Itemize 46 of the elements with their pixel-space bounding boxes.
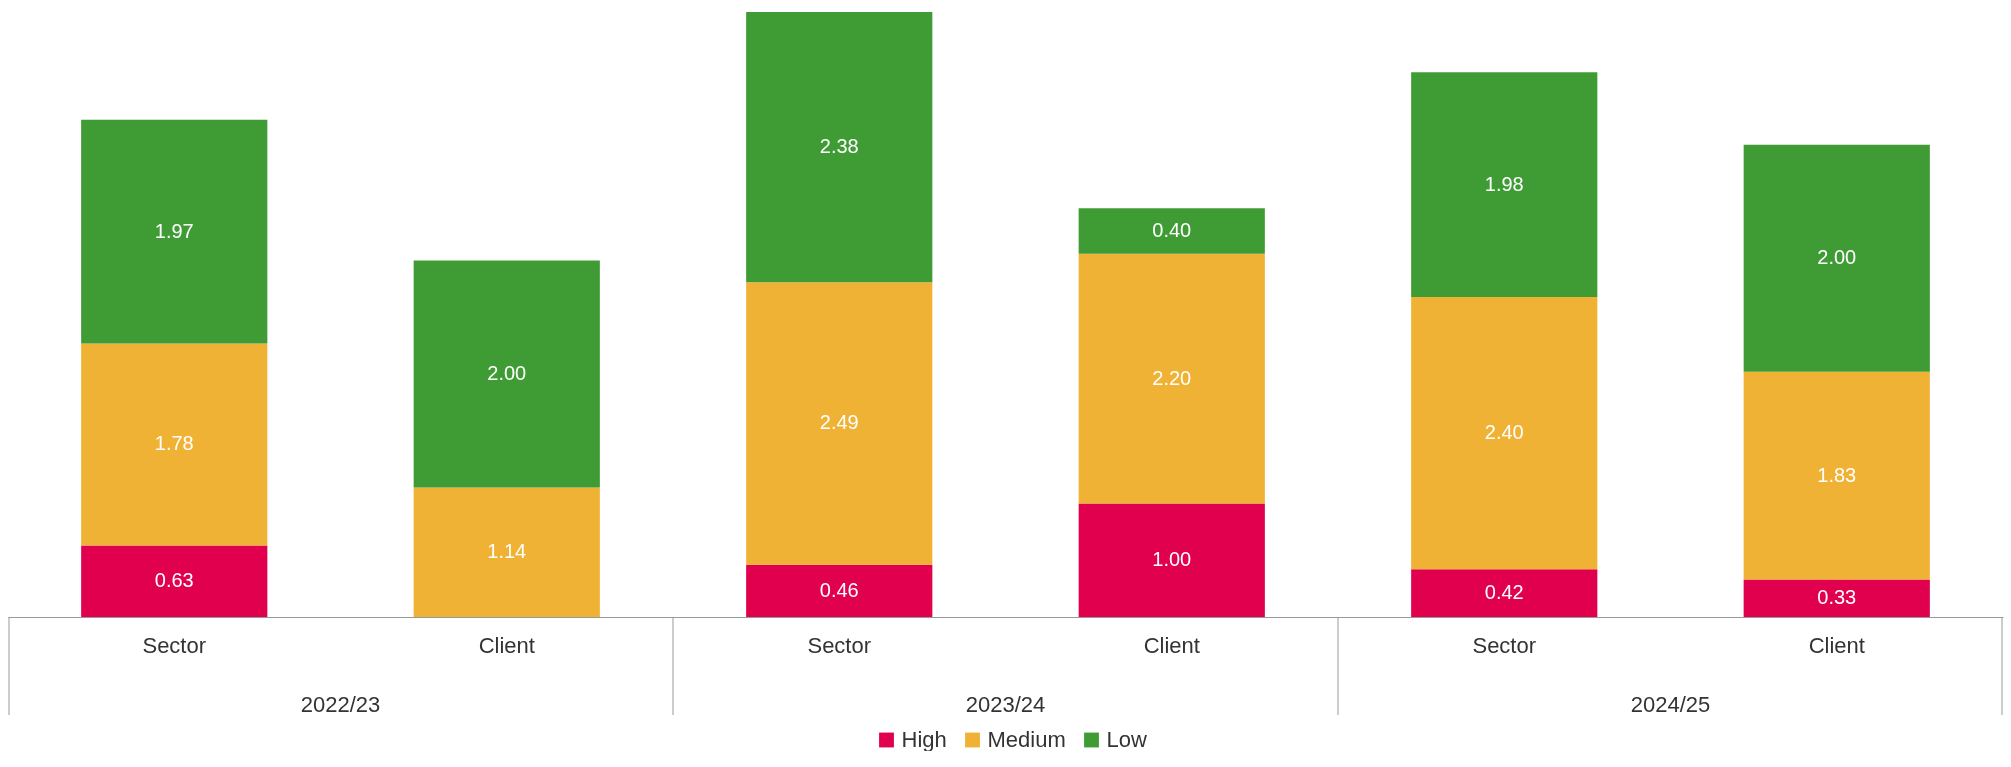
bar [1078, 253, 1265, 504]
bar [1411, 296, 1598, 570]
data-label: 1.98 [1484, 172, 1524, 195]
data-label: 0.63 [154, 569, 194, 592]
data-label: 2.20 [1152, 366, 1192, 389]
bar [746, 12, 933, 283]
bar [81, 343, 268, 546]
text: 2024/25 [1630, 692, 1711, 717]
x-tick-label: Client [1808, 632, 1865, 658]
data-label: 2.40 [1484, 421, 1524, 444]
text: 2023/24 [965, 692, 1046, 717]
bar [1411, 72, 1598, 297]
bar [1743, 371, 1930, 580]
data-label: 0.46 [819, 578, 859, 601]
data-label: 2.00 [1817, 246, 1857, 269]
bar [1078, 503, 1265, 617]
bar [81, 545, 268, 617]
bar [1411, 569, 1598, 617]
data-label: 2.49 [819, 411, 859, 434]
bar [746, 282, 933, 565]
data-label: 1.00 [1152, 548, 1192, 571]
bar [1743, 579, 1930, 617]
data-label: 1.83 [1817, 463, 1857, 486]
x-tick-label: Client [478, 632, 535, 658]
x-tick-label: Sector [1472, 632, 1537, 658]
data-label: 1.97 [154, 219, 194, 242]
x-tick-label: Client [1143, 632, 1200, 658]
bar [1078, 208, 1265, 254]
bar [413, 487, 600, 617]
bar [81, 119, 268, 344]
data-label: 1.14 [487, 540, 527, 563]
data-label: 2.00 [487, 362, 527, 385]
bar [413, 260, 600, 488]
data-label: 0.33 [1817, 586, 1857, 609]
data-label: 1.78 [154, 432, 194, 455]
data-label: 2.38 [819, 135, 859, 158]
legend-label: Medium [987, 727, 1066, 752]
data-label: 0.40 [1152, 219, 1192, 242]
legend-label: Low [1106, 727, 1147, 752]
x-tick-label: Sector [142, 632, 207, 658]
text: 2022/23 [300, 692, 381, 717]
bar [1743, 144, 1930, 372]
legend-label: High [901, 727, 947, 752]
bar [746, 564, 933, 617]
x-tick-label: Sector [807, 632, 872, 658]
data-label: 0.42 [1484, 581, 1524, 604]
